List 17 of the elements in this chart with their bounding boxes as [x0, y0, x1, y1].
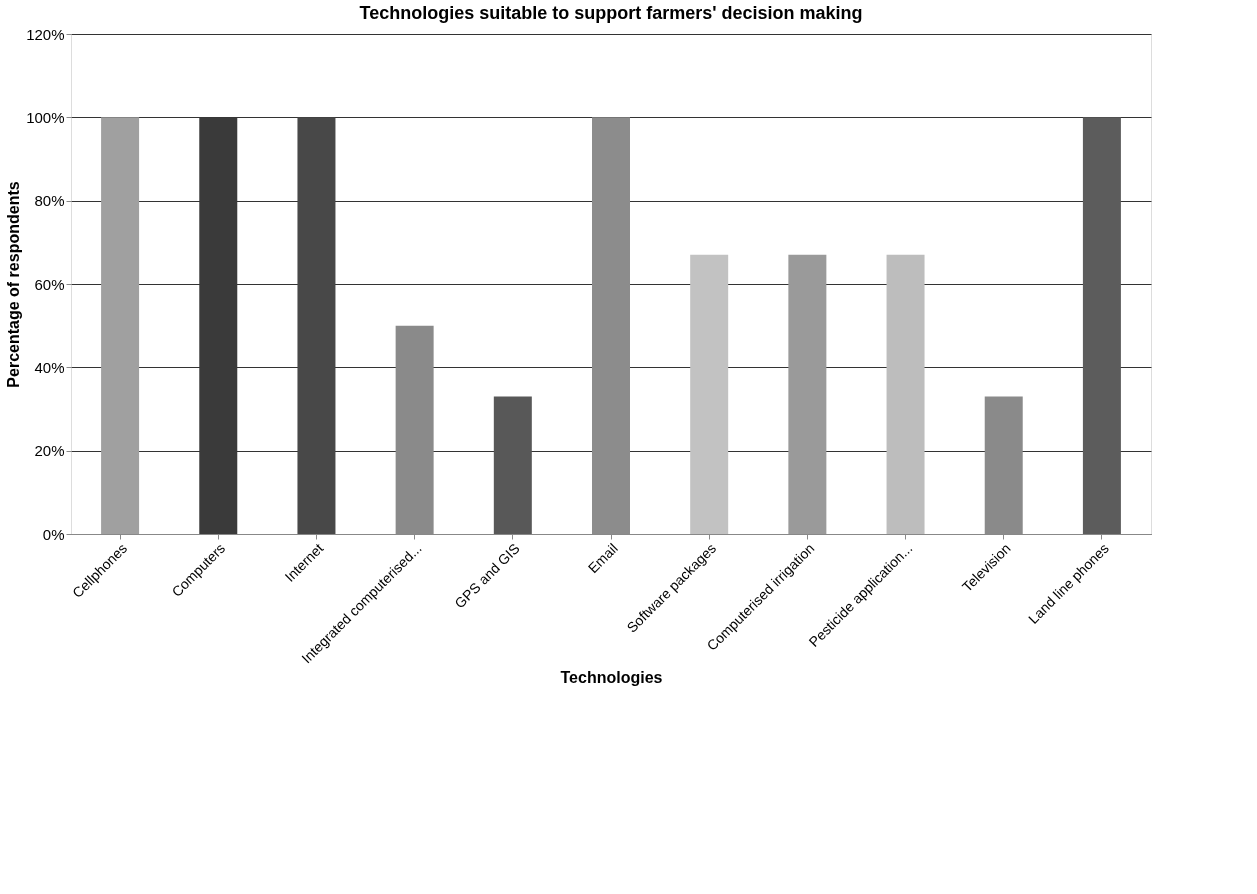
bar — [690, 254, 729, 534]
bar — [493, 396, 532, 534]
bar — [297, 117, 336, 534]
bar — [788, 254, 827, 534]
bar — [101, 117, 140, 534]
y-tick-label: 40% — [34, 358, 65, 376]
x-axis-title: Technologies — [560, 669, 663, 687]
y-tick-label: 0% — [42, 525, 65, 543]
y-tick-label: 100% — [26, 108, 65, 126]
y-axis-title: Percentage of respondents — [5, 181, 23, 388]
y-tick-label: 60% — [34, 275, 65, 293]
chart-title: Technologies suitable to support farmers' decision making — [359, 3, 863, 23]
bar — [886, 254, 925, 534]
y-tick-label: 80% — [34, 192, 65, 210]
y-tick-label: 120% — [26, 25, 65, 43]
y-tick-label: 20% — [34, 442, 65, 460]
bar — [1082, 117, 1121, 534]
